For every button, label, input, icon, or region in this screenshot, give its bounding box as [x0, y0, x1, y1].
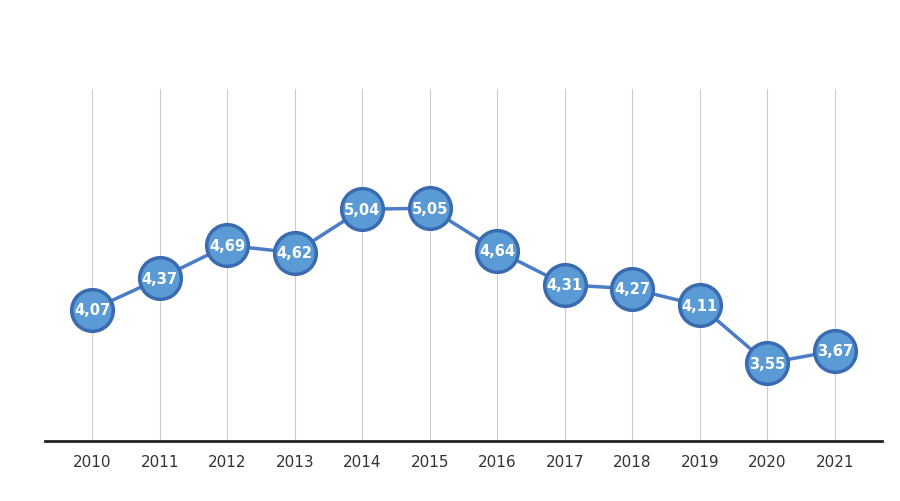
Text: 4,11: 4,11 [681, 298, 718, 313]
Text: 3,55: 3,55 [749, 356, 786, 371]
Text: 4,37: 4,37 [142, 272, 178, 287]
Text: 4,31: 4,31 [546, 278, 583, 293]
Text: 3,67: 3,67 [816, 344, 852, 359]
Text: 4,27: 4,27 [614, 282, 650, 297]
Text: 5,05: 5,05 [411, 201, 448, 216]
Text: 4,07: 4,07 [74, 303, 111, 317]
Text: 4,62: 4,62 [277, 245, 313, 261]
Text: 4,64: 4,64 [479, 243, 515, 259]
Text: 5,04: 5,04 [344, 202, 381, 217]
Text: 4,69: 4,69 [209, 238, 245, 254]
